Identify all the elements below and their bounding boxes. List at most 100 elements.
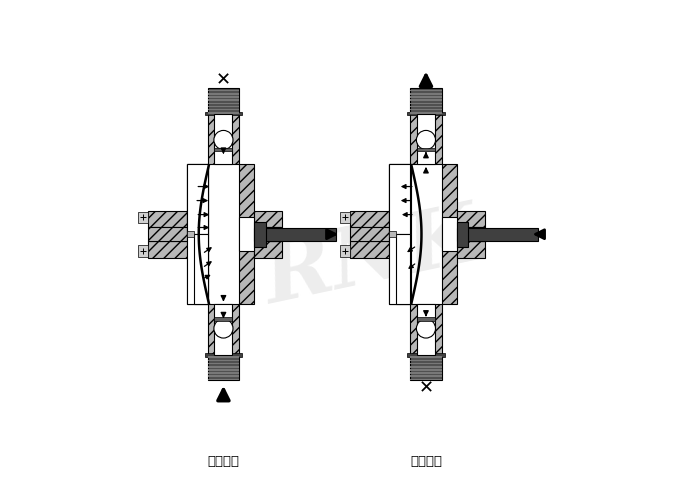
Bar xyxy=(442,218,457,251)
Bar xyxy=(208,356,239,358)
Polygon shape xyxy=(147,241,187,258)
Circle shape xyxy=(214,130,233,149)
Bar xyxy=(457,227,485,241)
Polygon shape xyxy=(390,164,410,234)
Text: ✕: ✕ xyxy=(216,71,231,89)
Bar xyxy=(208,106,239,107)
Bar xyxy=(410,366,442,367)
Bar xyxy=(417,148,435,151)
Bar xyxy=(208,369,239,371)
Polygon shape xyxy=(255,241,283,258)
Bar xyxy=(457,227,539,241)
Bar xyxy=(208,363,239,365)
Bar xyxy=(215,317,233,321)
Bar xyxy=(208,375,239,377)
Polygon shape xyxy=(410,305,442,355)
Bar xyxy=(208,109,239,110)
Bar xyxy=(215,114,233,164)
Polygon shape xyxy=(255,211,283,227)
Bar xyxy=(407,353,445,357)
Bar xyxy=(410,109,442,110)
Polygon shape xyxy=(208,305,239,355)
Bar xyxy=(390,164,411,234)
Text: ✕: ✕ xyxy=(418,380,434,398)
Bar xyxy=(410,372,442,374)
Polygon shape xyxy=(457,241,485,258)
Bar xyxy=(410,369,442,371)
Bar xyxy=(410,379,442,380)
Bar xyxy=(340,212,350,223)
Bar xyxy=(390,164,410,230)
Bar xyxy=(390,234,411,305)
Bar xyxy=(255,222,265,246)
Bar xyxy=(208,112,239,114)
Polygon shape xyxy=(187,164,208,305)
Polygon shape xyxy=(208,114,239,164)
Bar xyxy=(417,305,435,355)
Bar xyxy=(410,90,442,91)
Bar xyxy=(410,106,442,107)
Polygon shape xyxy=(410,114,442,164)
Bar xyxy=(215,305,233,355)
Bar xyxy=(407,112,445,115)
Bar xyxy=(204,112,242,115)
Polygon shape xyxy=(350,241,390,258)
Bar xyxy=(187,164,209,234)
Bar xyxy=(410,96,442,98)
Bar xyxy=(410,363,442,365)
Bar xyxy=(208,366,239,367)
Bar xyxy=(191,234,208,300)
Bar xyxy=(208,96,239,98)
Bar xyxy=(417,317,435,321)
Bar xyxy=(208,100,239,101)
Text: RNK: RNK xyxy=(257,197,487,321)
Bar xyxy=(208,90,239,91)
Bar xyxy=(147,227,187,241)
Bar xyxy=(410,360,442,361)
Bar xyxy=(410,375,442,377)
Bar xyxy=(187,164,208,230)
Bar xyxy=(138,212,147,223)
Circle shape xyxy=(416,319,436,338)
Bar xyxy=(410,93,442,95)
Bar xyxy=(350,227,390,241)
Bar xyxy=(394,234,410,300)
Polygon shape xyxy=(457,211,485,227)
Bar xyxy=(457,222,468,246)
Bar xyxy=(410,102,442,104)
Polygon shape xyxy=(442,164,457,305)
Polygon shape xyxy=(193,234,208,305)
Bar xyxy=(410,88,442,114)
Polygon shape xyxy=(350,211,390,227)
Bar xyxy=(187,234,209,305)
Bar xyxy=(410,355,442,380)
Circle shape xyxy=(214,319,233,338)
Polygon shape xyxy=(187,164,208,234)
Bar xyxy=(410,356,442,358)
Bar xyxy=(204,353,242,357)
Bar xyxy=(208,88,239,114)
Polygon shape xyxy=(147,211,187,227)
Bar xyxy=(208,372,239,374)
Bar xyxy=(255,227,283,241)
Bar xyxy=(208,379,239,380)
Bar xyxy=(340,245,350,257)
Bar xyxy=(208,355,239,380)
Bar xyxy=(255,227,335,241)
Circle shape xyxy=(416,130,436,149)
Text: 排出行程: 排出行程 xyxy=(410,455,442,468)
Bar xyxy=(215,148,233,151)
Bar xyxy=(410,112,442,114)
Bar xyxy=(187,231,193,237)
Bar xyxy=(390,231,397,237)
Bar xyxy=(410,100,442,101)
Bar xyxy=(417,114,435,164)
Bar xyxy=(239,218,255,251)
Bar xyxy=(208,93,239,95)
Polygon shape xyxy=(239,164,255,305)
Polygon shape xyxy=(397,234,410,305)
Bar xyxy=(208,360,239,361)
Bar xyxy=(208,102,239,104)
Text: 吸入行程: 吸入行程 xyxy=(207,455,239,468)
Bar xyxy=(138,245,147,257)
